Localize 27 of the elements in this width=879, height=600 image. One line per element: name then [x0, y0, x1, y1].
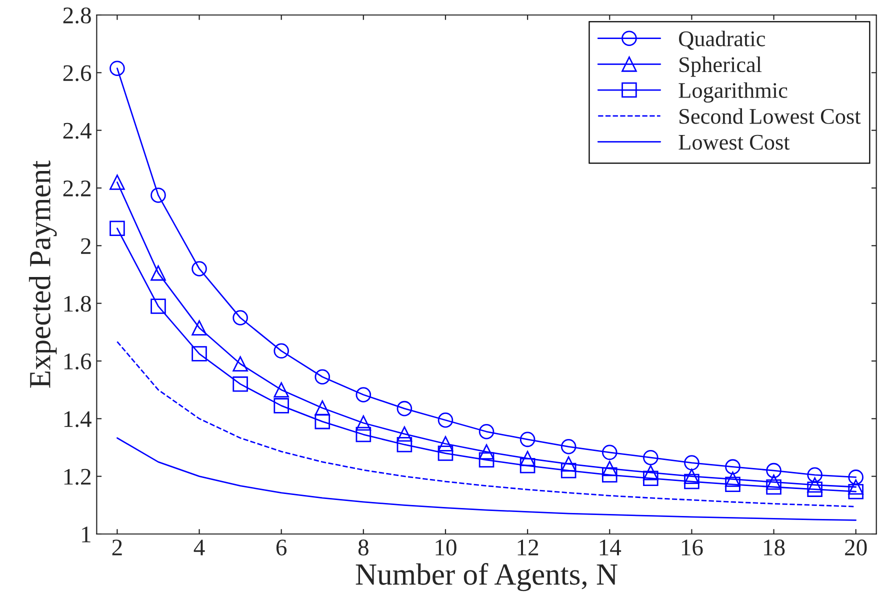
x-tick-label: 6	[276, 540, 287, 556]
y-tick-label: 2.2	[63, 180, 91, 197]
x-axis-title: Number of Agents, N	[356, 563, 618, 592]
y-tick-label: 1	[82, 526, 90, 542]
y-tick-label: 2.6	[63, 65, 92, 82]
legend-label: Spherical	[680, 56, 762, 77]
y-tick-label: 2.8	[63, 7, 91, 24]
y-tick-label: 1.6	[64, 354, 92, 370]
x-tick-label: 10	[436, 540, 456, 556]
x-tick-label: 14	[600, 540, 622, 556]
x-tick-label: 16	[682, 540, 703, 556]
y-tick-label: 1.8	[64, 296, 91, 312]
legend-label: Lowest Cost	[678, 134, 790, 150]
y-axis-title: Expected Payment	[28, 160, 57, 388]
x-tick-label: 8	[358, 540, 368, 556]
x-tick-label: 4	[194, 540, 205, 556]
y-tick-label: 2.4	[63, 122, 92, 139]
legend-label: Logarithmic	[678, 82, 788, 103]
x-tick-label: 2	[112, 540, 122, 556]
legend-label: Quadratic	[679, 30, 766, 50]
y-tick-label: 2	[81, 238, 91, 254]
x-tick-label: 12	[518, 540, 538, 556]
y-tick-label: 1.2	[64, 468, 91, 485]
legend-label: Second Lowest Cost	[680, 108, 861, 124]
x-tick-label: 18	[764, 540, 785, 556]
y-tick-label: 1.4	[64, 411, 92, 428]
x-tick-label: 20	[845, 540, 867, 556]
